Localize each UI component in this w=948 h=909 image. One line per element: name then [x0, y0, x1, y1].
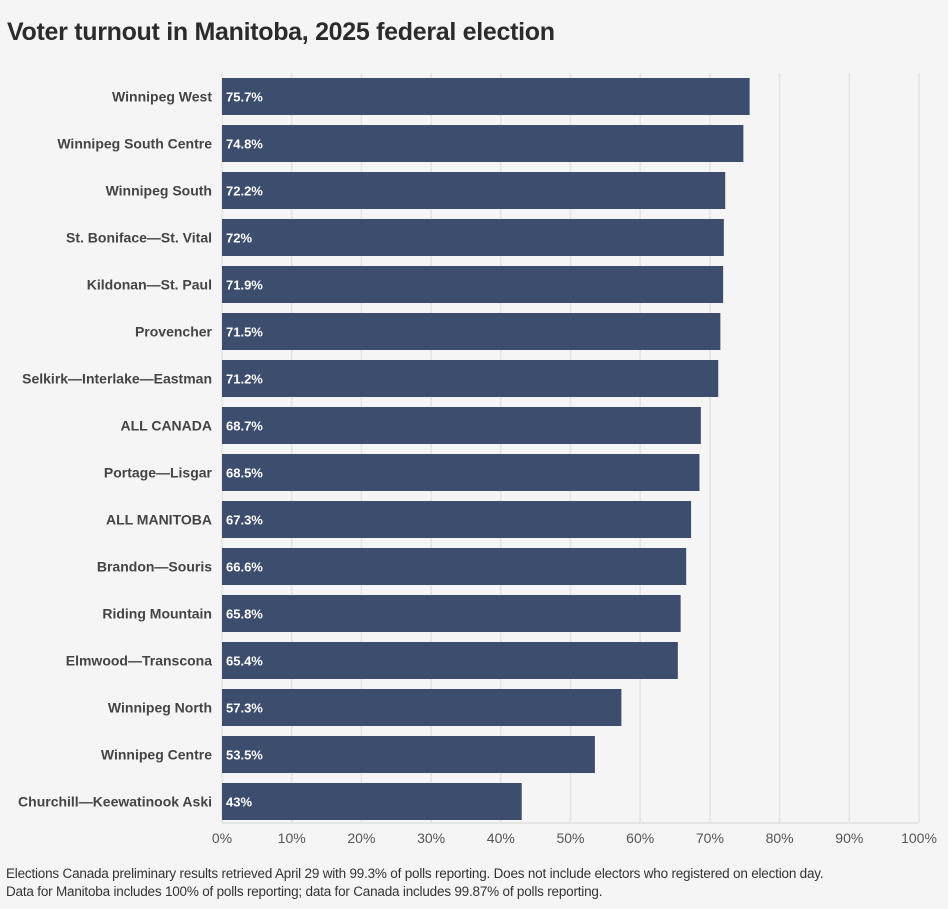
bar [222, 125, 744, 162]
bar [222, 642, 678, 679]
category-label: St. Boniface—St. Vital [66, 230, 212, 246]
category-label: Brandon—Souris [97, 559, 212, 575]
category-label: Churchill—Keewatinook Aski [18, 794, 212, 810]
value-label: 75.7% [226, 90, 263, 105]
x-tick-label: 20% [347, 830, 375, 846]
category-label: Kildonan—St. Paul [87, 277, 212, 293]
footnote: Elections Canada preliminary results ret… [6, 865, 824, 901]
bar [222, 689, 622, 726]
category-label: Riding Mountain [102, 606, 212, 622]
x-tick-label: 50% [556, 830, 584, 846]
bar [222, 313, 721, 350]
category-label: Winnipeg North [108, 700, 212, 716]
value-label: 72.2% [226, 184, 263, 199]
category-label: Winnipeg West [112, 89, 212, 105]
chart-title: Voter turnout in Manitoba, 2025 federal … [7, 18, 555, 46]
x-tick-label: 90% [835, 830, 863, 846]
x-tick-label: 0% [212, 830, 232, 846]
x-tick-label: 40% [487, 830, 515, 846]
footnote-line-2: Data for Manitoba includes 100% of polls… [6, 884, 603, 899]
value-label: 43% [226, 795, 252, 810]
bar [222, 266, 724, 303]
x-tick-label: 70% [696, 830, 724, 846]
x-tick-label: 60% [626, 830, 654, 846]
bar [222, 501, 692, 538]
category-label: Portage—Lisgar [104, 465, 213, 481]
category-label: Winnipeg South [106, 183, 212, 199]
bar [222, 454, 700, 491]
bar [222, 360, 719, 397]
footnote-line-1: Elections Canada preliminary results ret… [6, 866, 824, 881]
x-tick-label: 100% [901, 830, 937, 846]
value-label: 57.3% [226, 701, 263, 716]
bar [222, 783, 522, 820]
bar [222, 407, 701, 444]
value-label: 65.4% [226, 654, 263, 669]
bar [222, 548, 687, 585]
bar [222, 219, 724, 256]
value-label: 67.3% [226, 513, 263, 528]
value-label: 72% [226, 231, 252, 246]
category-label: ALL MANITOBA [106, 512, 212, 528]
category-label: Elmwood—Transcona [66, 653, 212, 669]
x-tick-label: 30% [417, 830, 445, 846]
value-label: 71.9% [226, 278, 263, 293]
value-label: 68.5% [226, 466, 263, 481]
value-label: 68.7% [226, 419, 263, 434]
bar-chart: 0% 10% 20% 30% 40% 50% 60% 70% 80% 90% 100% Winnipe… [18, 73, 937, 846]
x-tick-label: 80% [766, 830, 794, 846]
value-label: 66.6% [226, 560, 263, 575]
value-label: 53.5% [226, 748, 263, 763]
category-label: ALL CANADA [120, 418, 212, 434]
value-label: 71.2% [226, 372, 263, 387]
value-label: 74.8% [226, 137, 263, 152]
value-label: 65.8% [226, 607, 263, 622]
bar [222, 172, 726, 209]
category-label: Provencher [135, 324, 213, 340]
category-label: Winnipeg Centre [101, 747, 212, 763]
value-label: 71.5% [226, 325, 263, 340]
category-label: Selkirk—Interlake—Eastman [22, 371, 212, 387]
bar [222, 736, 595, 773]
bar [222, 595, 681, 632]
category-label: Winnipeg South Centre [57, 136, 212, 152]
x-tick-label: 10% [278, 830, 306, 846]
bar [222, 78, 750, 115]
